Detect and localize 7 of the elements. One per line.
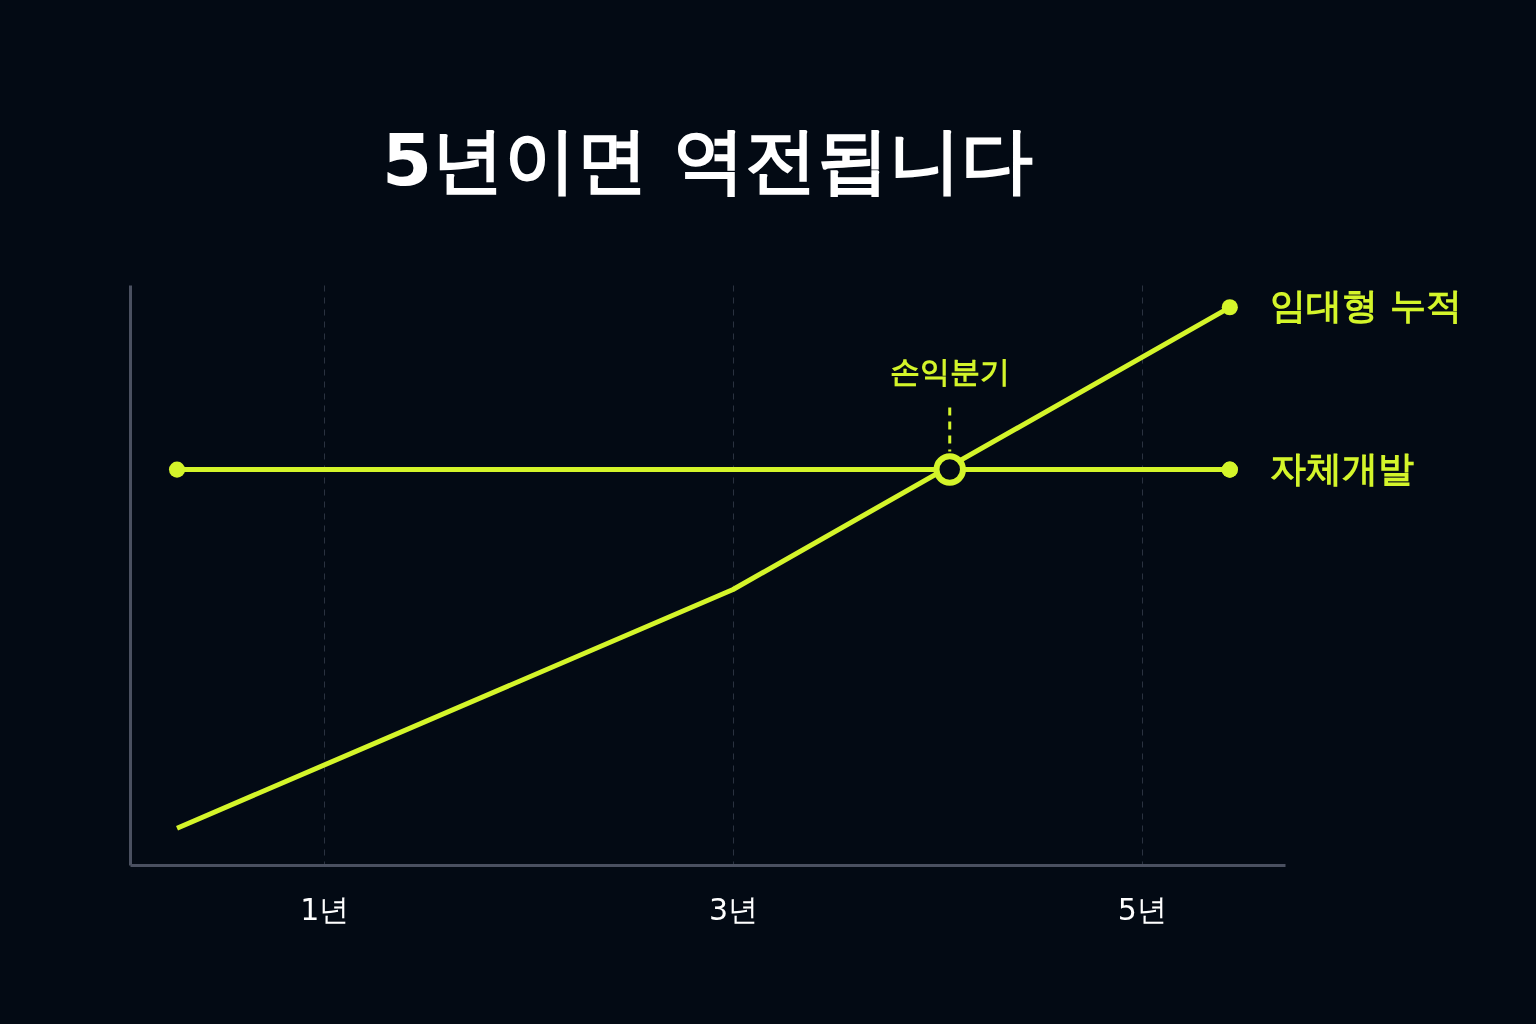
x-tick-label: 3년 xyxy=(709,891,759,927)
x-tick-label: 1년 xyxy=(300,891,350,927)
x-tick-label: 5년 xyxy=(1117,891,1167,927)
series-label: 자체개발 xyxy=(1269,447,1414,489)
annotation: 손익분기 xyxy=(889,353,1010,389)
series-label: 임대형 누적 xyxy=(1269,285,1463,327)
chart-title: 5년이면 역전됩니다 xyxy=(381,118,1034,202)
